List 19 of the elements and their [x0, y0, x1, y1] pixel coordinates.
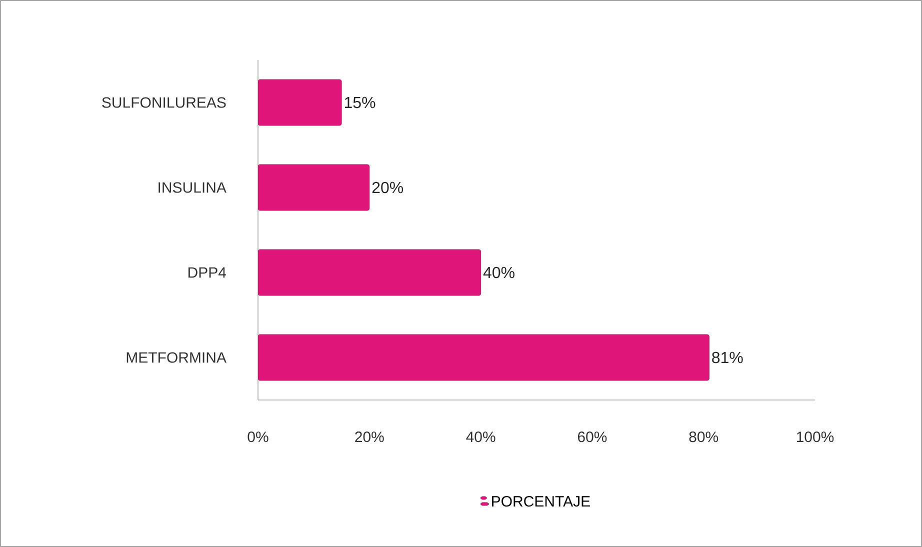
data-label: 40% — [483, 266, 514, 278]
bar — [258, 164, 370, 211]
y-tick-label: SULFONILUREAS — [102, 97, 226, 108]
x-tick-label: 60% — [578, 432, 607, 442]
x-tick-label: 100% — [796, 432, 834, 442]
x-tick-label: 40% — [466, 432, 496, 442]
y-tick-label: INSULINA — [158, 182, 226, 193]
y-tick-label: DPP4 — [188, 267, 226, 278]
x-tick-label: 80% — [689, 432, 718, 442]
x-tick-label: 20% — [355, 432, 384, 442]
x-tick-label: 0% — [248, 432, 268, 442]
bar — [258, 79, 342, 126]
data-label: 15% — [344, 96, 376, 108]
data-label: 20% — [372, 182, 404, 194]
data-label: 81% — [712, 352, 743, 364]
bar — [258, 334, 710, 381]
legend-label: PORCENTAJE — [492, 496, 590, 507]
y-tick-label: METFORMINA — [126, 352, 226, 363]
bar — [258, 249, 481, 296]
